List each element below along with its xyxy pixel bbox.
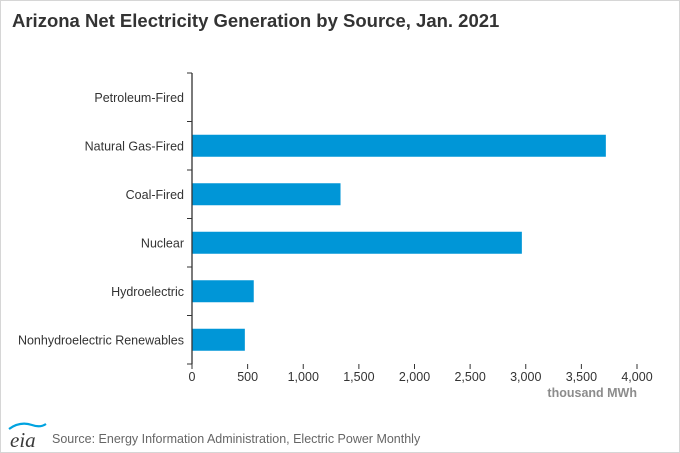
x-tick-label: 1,000 [288, 370, 319, 384]
footer: eia Source: Energy Information Administr… [0, 420, 680, 450]
svg-text:eia: eia [10, 428, 36, 450]
x-tick-label: 3,000 [510, 370, 541, 384]
eia-logo-icon: eia [8, 422, 47, 450]
category-label: Hydroelectric [111, 285, 184, 299]
bar [192, 328, 245, 351]
x-tick-label: 2,000 [399, 370, 430, 384]
x-axis-label: thousand MWh [547, 386, 637, 400]
x-tick-label: 1,500 [343, 370, 374, 384]
bar [192, 183, 341, 206]
chart-title: Arizona Net Electricity Generation by So… [12, 10, 500, 31]
category-label: Nonhydroelectric Renewables [18, 333, 184, 347]
x-tick-label: 4,000 [621, 370, 652, 384]
source-note: Source: Energy Information Administratio… [52, 432, 421, 446]
bar [192, 280, 254, 303]
x-tick-label: 3,500 [566, 370, 597, 384]
x-tick-label: 0 [189, 370, 196, 384]
category-label: Coal-Fired [126, 188, 184, 202]
bar [192, 231, 522, 254]
x-tick-label: 2,500 [454, 370, 485, 384]
category-label: Natural Gas-Fired [85, 139, 184, 153]
bar [192, 134, 606, 157]
category-label: Petroleum-Fired [94, 91, 184, 105]
x-tick-label: 500 [237, 370, 258, 384]
bar-chart: Petroleum-Fired Natural Gas-Fired Coal-Fir… [18, 72, 653, 400]
category-label: Nuclear [141, 236, 184, 250]
